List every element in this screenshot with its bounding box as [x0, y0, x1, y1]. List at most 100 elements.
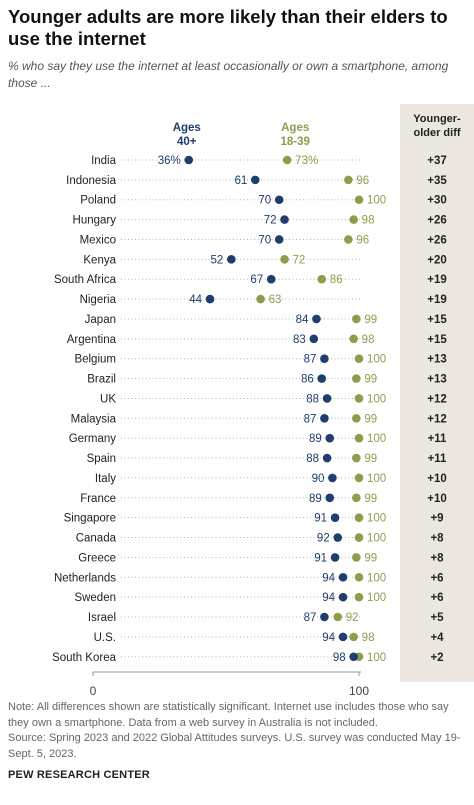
younger-dot	[349, 215, 358, 224]
younger-value-label: 100	[367, 433, 386, 445]
younger-dot	[344, 175, 353, 185]
diff-header-line-1: Younger-	[413, 113, 461, 125]
younger-dot	[344, 235, 353, 244]
older-value-label: 88	[306, 393, 319, 405]
older-dot	[274, 235, 284, 244]
younger-dot	[352, 493, 361, 503]
younger-value-label: 98	[362, 632, 375, 644]
country-label: Israel	[88, 612, 116, 624]
younger-value-label: 96	[356, 234, 369, 246]
chart-title: Younger adults are more likely than thei…	[8, 6, 448, 49]
diff-value: +19	[427, 294, 447, 306]
older-value-label: 52	[211, 254, 224, 266]
diff-value: +30	[427, 195, 447, 207]
older-value-label: 87	[304, 612, 317, 624]
x-tick-label: 100	[349, 684, 369, 698]
diff-value: +10	[427, 493, 447, 505]
older-value-label: 94	[322, 572, 335, 584]
diff-value: +10	[427, 473, 447, 485]
older-value-label: 89	[309, 433, 322, 445]
older-value-label: 61	[234, 175, 247, 187]
younger-dot	[352, 374, 361, 383]
series-label-older: 40+	[177, 136, 197, 148]
diff-value: +12	[427, 393, 447, 405]
diff-value: +13	[427, 374, 447, 386]
country-label: Italy	[95, 473, 116, 485]
country-label: UK	[100, 393, 116, 405]
younger-dot	[282, 155, 292, 165]
older-dot	[322, 453, 332, 463]
diff-value: +37	[427, 155, 447, 167]
older-dot	[312, 314, 321, 324]
older-value-label: 91	[314, 552, 327, 564]
series-label-younger: Ages	[281, 122, 309, 134]
diff-value: +12	[427, 413, 447, 425]
older-value-label: 87	[304, 413, 317, 425]
country-label: France	[80, 493, 116, 505]
country-label: Greece	[78, 552, 116, 564]
younger-dot	[354, 473, 364, 483]
older-dot	[320, 354, 329, 364]
younger-dot	[354, 354, 364, 364]
younger-dot	[354, 195, 364, 205]
older-dot	[317, 374, 327, 383]
diff-value: +6	[430, 572, 443, 584]
country-label: Sweden	[74, 592, 116, 604]
younger-value-label: 96	[356, 175, 369, 187]
diff-column-panel: Younger- older diff	[400, 104, 474, 682]
older-value-label: 70	[258, 234, 271, 246]
younger-value-label: 100	[367, 513, 386, 525]
older-dot	[250, 175, 260, 185]
younger-dot	[280, 255, 289, 264]
diff-value: +8	[430, 533, 444, 545]
younger-value-label: 98	[362, 334, 375, 346]
younger-value-label: 98	[362, 215, 375, 227]
older-value-label: 44	[189, 294, 202, 306]
older-dot	[227, 255, 236, 264]
diff-value: +11	[428, 433, 447, 445]
younger-value-label: 100	[367, 473, 386, 485]
younger-value-label: 99	[364, 374, 377, 386]
chart-subtitle: % who say they use the internet at least…	[8, 59, 449, 90]
younger-value-label: 92	[346, 612, 359, 624]
older-value-label: 98	[333, 652, 346, 664]
diff-value: +26	[427, 215, 447, 227]
younger-dot	[354, 394, 364, 403]
chart-notes: Note: All differences shown are statisti…	[8, 700, 470, 762]
diff-value: +19	[427, 274, 447, 286]
country-label: Argentina	[67, 334, 117, 346]
younger-dot	[349, 632, 358, 642]
country-label: Poland	[80, 195, 116, 207]
older-value-label: 91	[314, 513, 327, 525]
diff-column-header: Younger- older diff	[400, 112, 474, 140]
younger-value-label: 100	[367, 393, 386, 405]
younger-dot	[354, 513, 364, 522]
older-dot	[349, 652, 358, 662]
country-label: Brazil	[87, 374, 116, 386]
country-label: Netherlands	[54, 572, 116, 584]
country-label: Spain	[87, 453, 116, 465]
younger-dot	[256, 294, 265, 304]
younger-value-label: 99	[364, 413, 377, 425]
older-dot	[328, 473, 337, 483]
country-label: Mexico	[80, 234, 116, 246]
older-dot	[205, 294, 215, 304]
older-dot	[338, 592, 348, 602]
country-label: South Africa	[54, 274, 117, 286]
younger-value-label: 100	[367, 533, 386, 545]
series-label-younger: 18-39	[280, 136, 309, 148]
country-label: Nigeria	[80, 294, 117, 306]
older-value-label: 92	[317, 533, 330, 545]
younger-value-label: 100	[367, 592, 386, 604]
older-dot	[322, 394, 332, 403]
older-dot	[274, 195, 284, 205]
diff-value: +5	[430, 612, 444, 624]
older-dot	[280, 215, 289, 224]
younger-value-label: 86	[330, 274, 343, 286]
younger-value-label: 100	[367, 354, 386, 366]
diff-value: +6	[430, 592, 443, 604]
older-dot	[338, 632, 348, 642]
younger-value-label: 72	[293, 254, 306, 266]
younger-dot	[354, 433, 364, 443]
older-dot	[266, 274, 276, 284]
